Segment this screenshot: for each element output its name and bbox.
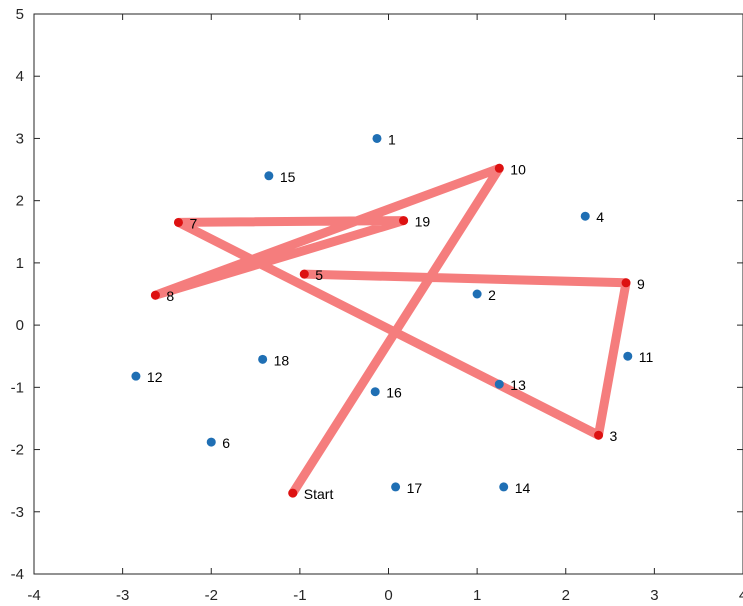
route-point-label: 8	[166, 288, 174, 304]
point-label: 2	[488, 287, 496, 303]
y-tick-label: -1	[11, 379, 24, 396]
point-label: 14	[515, 480, 531, 496]
x-tick-label: -1	[293, 587, 306, 604]
point-label: 13	[510, 377, 526, 393]
y-tick-label: 1	[16, 255, 24, 272]
scatter-point	[370, 387, 380, 397]
x-tick-label: 4	[739, 587, 743, 604]
x-tick-label: -2	[205, 587, 218, 604]
route-line	[150, 163, 631, 498]
route-point-label: 3	[610, 428, 618, 444]
y-tick-label: 2	[16, 193, 24, 210]
route-point	[594, 430, 604, 440]
scatter-point	[264, 171, 274, 181]
route-point	[150, 290, 160, 300]
y-tick-label: 4	[16, 68, 24, 85]
scatter-point	[391, 482, 401, 492]
scatter-points	[131, 133, 633, 498]
x-tick-label: -4	[27, 587, 40, 604]
start-label: Start	[304, 486, 334, 502]
scatter-point	[131, 371, 141, 381]
scatter-point	[623, 351, 633, 361]
point-label: 11	[639, 349, 654, 365]
scatter-point	[258, 354, 268, 364]
scatter-point	[580, 211, 590, 221]
route-point-label: 7	[189, 215, 197, 231]
x-tick-label: 2	[562, 587, 570, 604]
point-label: 12	[147, 369, 163, 385]
route-point-label: 19	[415, 214, 431, 230]
route-point-label: 9	[637, 276, 645, 292]
route-point	[299, 269, 309, 279]
point-label: 6	[222, 435, 230, 451]
point-label: 15	[280, 169, 296, 185]
route-point	[494, 163, 504, 173]
scatter-point	[472, 289, 482, 299]
route-point	[173, 217, 183, 227]
x-tick-label: 0	[384, 587, 392, 604]
point-label: 16	[386, 385, 402, 401]
route-point	[399, 216, 409, 226]
point-label: 4	[596, 209, 604, 225]
y-tick-label: -4	[11, 566, 24, 583]
scatter-point	[494, 379, 504, 389]
point-label: 18	[274, 352, 290, 368]
route-point-label: 10	[510, 161, 526, 177]
y-tick-label: 5	[16, 6, 24, 23]
scatter-point	[499, 482, 509, 492]
point-label: 17	[407, 480, 423, 496]
x-tick-label: 1	[473, 587, 481, 604]
scatter-point	[372, 133, 382, 143]
y-tick-label: -2	[11, 442, 24, 459]
plot-area	[33, 13, 743, 575]
x-tick-label: -3	[116, 587, 129, 604]
route-point-label: 5	[315, 267, 323, 283]
x-tick-label: 3	[650, 587, 658, 604]
route-path	[150, 163, 631, 498]
scatter-point	[206, 437, 216, 447]
point-label: 1	[388, 131, 396, 147]
y-tick-label: 3	[16, 130, 24, 147]
y-tick-label: -3	[11, 504, 24, 521]
route-point	[288, 488, 298, 498]
y-tick-label: 0	[16, 317, 24, 334]
route-point	[621, 278, 631, 288]
